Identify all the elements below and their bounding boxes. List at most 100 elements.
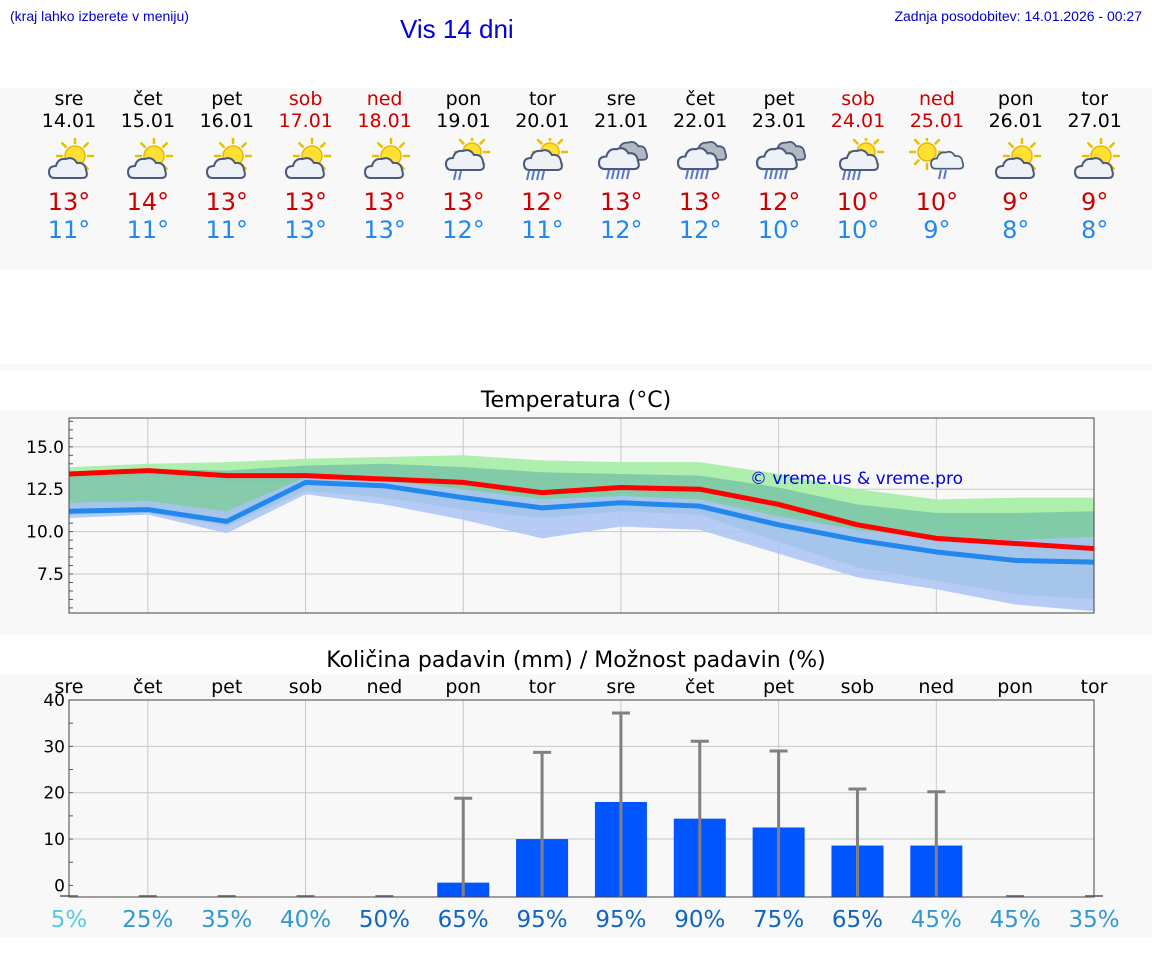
temp-max: 13°	[363, 188, 406, 216]
y-tick-label: 12.5	[26, 480, 64, 500]
temp-max: 10°	[836, 188, 880, 216]
day-of-week: sre	[606, 88, 636, 110]
temp-min: 8°	[1081, 216, 1109, 244]
category-label: sob	[841, 676, 875, 698]
partly-sunny-icon	[126, 138, 174, 179]
sun-cloud-light-rain-icon	[444, 138, 490, 181]
precip-probability: 25%	[122, 907, 173, 933]
temperature-chart-title: Temperatura (°C)	[480, 388, 672, 413]
day-date: 25.01	[909, 110, 965, 132]
y-tick-label: 40	[43, 691, 65, 711]
category-label: sob	[289, 676, 323, 698]
day-date: 14.01	[41, 110, 97, 132]
temp-max: 13°	[205, 188, 249, 216]
category-label: tor	[1081, 676, 1108, 698]
day-date: 20.01	[515, 110, 570, 132]
temp-max: 12°	[521, 188, 564, 216]
forecast-day: sob 24.01 10° 10°	[818, 88, 898, 244]
forecast-day: tor 27.01 9° 8°	[1055, 88, 1135, 244]
day-date: 26.01	[988, 110, 1043, 132]
temp-min: 11°	[205, 216, 249, 244]
y-tick-label: 15.0	[26, 438, 64, 458]
category-label: pon	[445, 676, 481, 698]
day-date: 17.01	[278, 110, 333, 132]
temp-max: 9°	[1081, 188, 1109, 216]
forecast-day: pon 19.01 13° 12°	[424, 88, 504, 244]
forecast-day: tor 20.01 12° 11°	[502, 88, 582, 244]
plot-frame	[68, 699, 1095, 898]
partly-sunny-icon	[994, 138, 1042, 179]
temp-max: 13°	[442, 188, 485, 216]
temp-max: 13°	[284, 188, 327, 216]
forecast-day: ned 25.01 10° 9°	[897, 88, 977, 244]
day-date: 18.01	[357, 110, 412, 132]
partly-sunny-icon	[284, 138, 331, 179]
forecast-band	[0, 88, 1152, 270]
temp-max: 10°	[915, 188, 959, 216]
series-line-min	[68, 479, 1095, 565]
precip-probability: 65%	[438, 907, 489, 933]
y-tick-label: 7.5	[37, 565, 64, 585]
precip-probability: 95%	[517, 907, 568, 933]
day-date: 16.01	[199, 110, 254, 132]
temp-max: 12°	[757, 188, 801, 216]
precip-probability: 95%	[595, 907, 646, 933]
partly-sunny-icon	[1073, 138, 1120, 179]
day-of-week: pet	[763, 88, 795, 110]
plot-frame	[68, 417, 1095, 614]
forecast-strip: sre 14.01 13° 11° čet 15.01 14° 11° pet 16.01 13° 1…	[0, 88, 1152, 270]
sun-cloud-rain-icon	[523, 138, 569, 181]
series-line-max	[68, 468, 1095, 552]
temp-min: 12°	[678, 216, 722, 244]
category-label: ned	[366, 676, 402, 698]
day-date: 23.01	[751, 110, 807, 132]
cloud-rain-icon	[756, 141, 807, 180]
day-date: 19.01	[436, 110, 491, 132]
forecast-day: pon 26.01 9° 8°	[976, 88, 1056, 244]
category-label: pet	[211, 676, 242, 698]
day-date: 22.01	[672, 110, 728, 132]
day-of-week: pon	[997, 88, 1034, 110]
temp-min: 12°	[442, 216, 485, 244]
precip-probability: 65%	[832, 907, 883, 933]
sun-small-cloud-rain-icon	[908, 138, 964, 180]
day-of-week: sob	[841, 88, 875, 110]
precip-probability: 50%	[359, 907, 410, 933]
day-date: 21.01	[594, 110, 649, 132]
day-of-week: sre	[54, 88, 84, 110]
temp-max: 13°	[600, 188, 643, 216]
temp-min: 10°	[836, 216, 880, 244]
temp-min: 10°	[757, 216, 801, 244]
y-tick-label: 30	[43, 737, 65, 757]
category-label: čet	[133, 676, 163, 698]
day-of-week: čet	[133, 88, 163, 110]
forecast-day: sre 14.01 13° 11°	[29, 88, 109, 244]
temp-max: 13°	[47, 188, 91, 216]
y-tick-label: 10	[43, 830, 65, 850]
precip-probability: 45%	[911, 907, 962, 933]
temp-min: 8°	[1002, 216, 1030, 244]
day-date: 27.01	[1067, 110, 1122, 132]
temp-max: 9°	[1002, 188, 1030, 216]
temp-min: 11°	[126, 216, 170, 244]
cloud-rain-icon	[598, 141, 649, 180]
day-of-week: tor	[1081, 88, 1109, 110]
precip-probability: 45%	[990, 907, 1041, 933]
temperature-chart: 7.5 10.0 12.5 15.0 © vreme.us & vreme.pro	[26, 417, 1095, 614]
temp-min: 13°	[284, 216, 327, 244]
precip-probability: 75%	[753, 907, 804, 933]
sun-cloud-rain-icon	[838, 138, 885, 181]
partly-sunny-icon	[47, 138, 95, 179]
precip-probability: 90%	[674, 907, 725, 933]
temp-min: 13°	[363, 216, 406, 244]
watermark: © vreme.us & vreme.pro	[750, 469, 963, 489]
category-label: pet	[763, 676, 794, 698]
forecast-day: sre 21.01 13° 12°	[581, 88, 661, 244]
forecast-day: sob 17.01 13° 13°	[266, 88, 346, 244]
day-of-week: ned	[918, 88, 955, 110]
y-tick-label: 0	[54, 876, 65, 896]
location-hint[interactable]: (kraj lahko izberete v meniju)	[10, 8, 189, 24]
day-of-week: sob	[288, 88, 323, 110]
precip-chart-title: Količina padavin (mm) / Možnost padavin …	[326, 648, 826, 673]
